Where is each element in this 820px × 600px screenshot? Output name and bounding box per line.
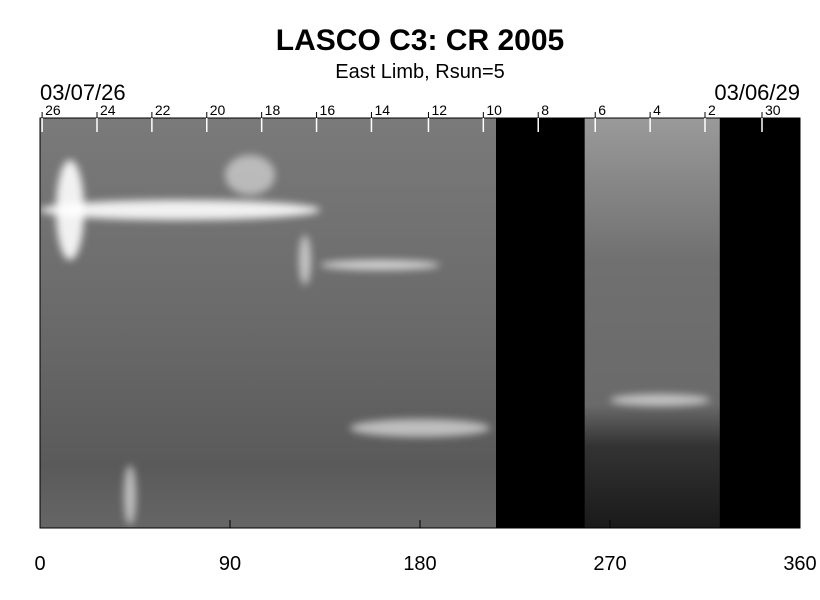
top-tick-label: 22 [155,102,171,118]
top-tick-label: 14 [374,102,390,118]
chart-title: LASCO C3: CR 2005 [276,24,564,57]
top-tick-label: 24 [100,102,116,118]
top-tick-label: 10 [486,102,502,118]
top-tick-label: 6 [598,102,606,118]
start-date: 03/07/26 [40,80,126,105]
x-tick-label: 0 [34,553,45,575]
x-tick-label: 180 [403,553,436,575]
top-tick-label: 12 [431,102,447,118]
top-tick-label: 16 [320,102,336,118]
missing-data [496,118,585,528]
missing-data [719,118,800,528]
top-tick-label: 2 [708,102,716,118]
x-tick-label: 90 [219,553,241,575]
top-tick-label: 18 [265,102,281,118]
top-tick-label: 30 [765,102,781,118]
top-tick-label: 4 [653,102,661,118]
chart-subtitle: East Limb, Rsun=5 [335,61,505,83]
x-tick-label: 360 [783,553,816,575]
top-tick-label: 26 [45,102,61,118]
image [40,118,800,528]
x-tick-label: 270 [593,553,626,575]
top-tick-label: 8 [541,102,549,118]
end-date: 03/06/29 [714,80,800,105]
top-tick-label: 20 [210,102,226,118]
